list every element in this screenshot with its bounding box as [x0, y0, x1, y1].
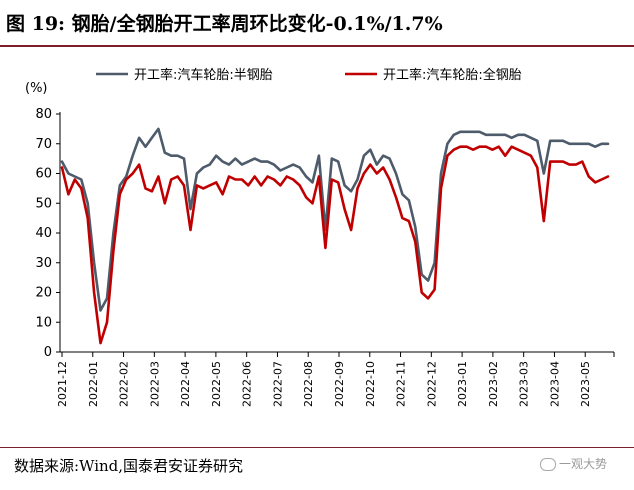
- x-tick-label: 2022-03: [148, 361, 161, 407]
- line-chart: 开工率:汽车轮胎:半钢胎 开工率:汽车轮胎:全钢胎 (%) 0 10 20 30 40 50…: [25, 67, 615, 407]
- x-tick-label: 2022-12: [425, 361, 438, 407]
- y-tick-label: 40: [35, 226, 52, 241]
- series-line-1: [60, 145, 610, 345]
- y-tick-label: 30: [35, 256, 52, 271]
- x-tick-label: 2023-05: [579, 361, 592, 407]
- y-tick-label: 50: [35, 196, 52, 211]
- x-tick-label: 2022-01: [87, 361, 100, 407]
- x-tick-label: 2021-12: [56, 361, 69, 407]
- x-tick-label: 2023-03: [518, 361, 531, 407]
- watermark: 一观大势: [540, 455, 607, 472]
- y-tick-label: 10: [35, 315, 52, 330]
- x-tick-label: 2022-05: [210, 361, 223, 407]
- series-line-0: [60, 127, 610, 312]
- source-rule: [0, 447, 634, 448]
- x-tick-label: 2023-04: [548, 361, 561, 407]
- x-tick-label: 2022-10: [364, 361, 377, 407]
- y-tick-label: 70: [35, 137, 52, 152]
- legend-label-1: 开工率:汽车轮胎:全钢胎: [383, 67, 522, 83]
- wechat-icon: [540, 458, 556, 471]
- x-tick-label: 2022-08: [302, 361, 315, 407]
- x-tick-label: 2022-04: [179, 361, 192, 407]
- legend-label-0: 开工率:汽车轮胎:半钢胎: [134, 67, 273, 83]
- x-tick-label: 2022-02: [118, 361, 131, 407]
- x-tick-label: 2022-06: [241, 361, 254, 407]
- y-tick-label: 60: [35, 167, 52, 182]
- x-tick-label: 2022-11: [395, 361, 408, 407]
- y-axis: 0 10 20 30 40 50 60 70 80: [35, 107, 61, 360]
- x-tick-label: 2022-09: [333, 361, 346, 407]
- data-source-note: 数据来源:Wind,国泰君安证券研究: [14, 457, 244, 475]
- plot-area: [60, 127, 610, 345]
- x-tick-label: 2022-07: [271, 361, 284, 407]
- y-tick-label: 20: [35, 286, 52, 301]
- y-tick-label: 80: [35, 107, 52, 122]
- title-rule: [0, 45, 634, 47]
- y-axis-label: (%): [25, 81, 48, 96]
- x-tick-label: 2023-02: [487, 361, 500, 407]
- x-axis: 2021-12 2022-01 2022-02 2022-03 2022-04 2022-…: [56, 351, 615, 407]
- y-tick-label: 0: [44, 345, 52, 360]
- watermark-text: 一观大势: [559, 457, 608, 471]
- figure-title: 图 19: 钢胎/全钢胎开工率周环比变化-0.1%/1.7%: [6, 13, 443, 35]
- chart-legend: 开工率:汽车轮胎:半钢胎 开工率:汽车轮胎:全钢胎: [96, 67, 522, 83]
- x-tick-label: 2023-01: [456, 361, 469, 407]
